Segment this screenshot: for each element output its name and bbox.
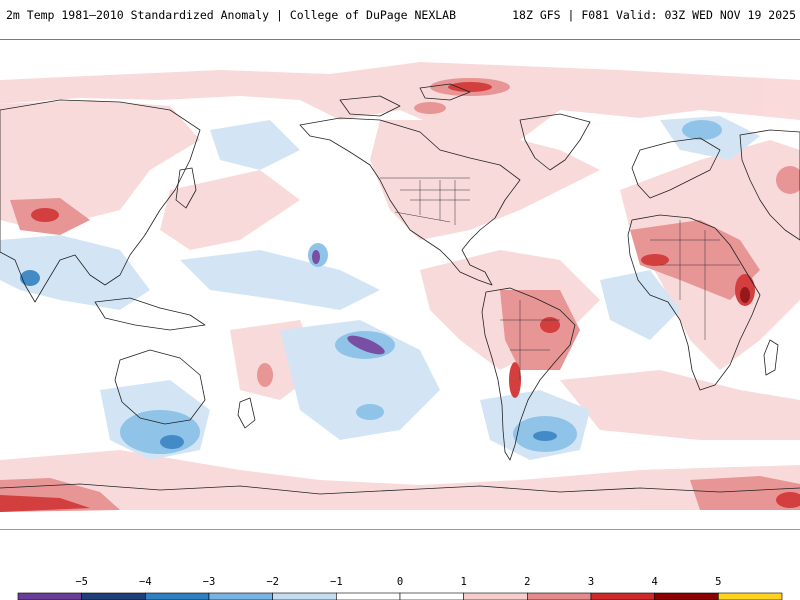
coastline-new-zealand <box>237 397 256 429</box>
anomaly-region <box>160 170 300 250</box>
colorbar-segment <box>590 592 655 600</box>
colorbar-tick-label: 1 <box>460 576 467 588</box>
anomaly-region <box>0 495 90 512</box>
colorbar-tick-label: −5 <box>75 576 88 588</box>
colorbar-tick-label: 3 <box>587 576 595 588</box>
anomaly-region <box>280 320 440 440</box>
coastline-australia <box>114 349 206 425</box>
anomaly-region <box>31 208 59 222</box>
colorbar-segments <box>17 592 783 600</box>
coastline-africa <box>627 214 761 391</box>
border-africa <box>650 220 740 340</box>
anomaly-region <box>370 120 600 240</box>
colorbar-tick-label: −3 <box>202 576 216 588</box>
anomaly-region <box>509 362 521 398</box>
coastline-south-america <box>481 287 576 461</box>
header-divider <box>0 39 800 40</box>
anomaly-region <box>533 431 557 441</box>
anomaly-region <box>776 166 800 194</box>
coastline-europe <box>631 137 721 199</box>
colorbar-segment <box>208 592 273 600</box>
anomaly-region <box>682 120 722 140</box>
anomaly-shading <box>0 62 800 512</box>
coastline-greenland <box>519 113 591 171</box>
anomaly-region <box>448 82 492 92</box>
map-title: 2m Temp 1981–2010 Standardized Anomaly |… <box>6 8 457 22</box>
coastline-asia <box>0 99 201 303</box>
anomaly-region <box>414 102 446 114</box>
anomaly-region <box>641 254 669 266</box>
anomaly-region <box>690 476 800 510</box>
coastline-svalbard <box>419 83 471 101</box>
border-us-states <box>400 180 470 225</box>
colorbar-segment <box>654 592 719 600</box>
colorbar-tick-label: −1 <box>330 576 343 588</box>
colorbar-segment <box>463 592 528 600</box>
colorbar-tick-label: 0 <box>396 576 404 588</box>
colorbar-tick-label: 4 <box>651 576 658 588</box>
anomaly-region <box>210 120 300 170</box>
anomaly-region <box>0 235 150 310</box>
coastline-antarctica <box>0 483 800 495</box>
map-header: 2m Temp 1981–2010 Standardized Anomaly |… <box>0 0 800 40</box>
colorbar-segment <box>145 592 210 600</box>
political-borders <box>380 177 740 380</box>
colorbar <box>17 592 783 600</box>
anomaly-map <box>0 40 800 530</box>
colorbar-tick-label: −4 <box>139 576 152 588</box>
colorbar-segment <box>527 592 592 600</box>
coastline-japan <box>175 167 197 209</box>
coastline-arctic-canada <box>339 95 401 117</box>
anomaly-region <box>0 450 800 510</box>
anomaly-region <box>180 250 380 310</box>
anomaly-region <box>0 62 800 140</box>
colorbar-segment <box>17 592 82 600</box>
colorbar-segment <box>81 592 146 600</box>
colorbar-tick-label: −2 <box>266 576 279 588</box>
colorbar-segment <box>272 592 337 600</box>
anomaly-region <box>160 435 184 449</box>
border-south-america <box>500 300 560 380</box>
model-run-info: 18Z GFS | F081 Valid: 03Z WED NOV 19 202… <box>512 8 796 22</box>
colorbar-tick-label: 2 <box>524 576 531 588</box>
anomaly-region <box>540 317 560 333</box>
coastline-indonesia <box>94 297 206 331</box>
colorbar-tick-label: 5 <box>715 576 722 588</box>
anomaly-region <box>257 363 273 387</box>
anomaly-region <box>740 287 750 303</box>
coastline-asia-east <box>739 129 800 241</box>
colorbar-segment <box>399 592 464 600</box>
colorbar-segment <box>336 592 401 600</box>
coastline-madagascar <box>763 339 779 376</box>
anomaly-region <box>600 270 680 340</box>
anomaly-region <box>20 270 40 286</box>
colorbar-segment <box>718 592 783 600</box>
anomaly-region <box>120 410 200 454</box>
map-bottom-divider <box>0 529 800 530</box>
anomaly-region <box>0 100 200 230</box>
anomaly-region <box>347 335 385 355</box>
anomaly-region <box>356 404 384 420</box>
anomaly-region <box>776 492 800 508</box>
coastline-north-america <box>299 117 521 286</box>
coastlines <box>0 83 800 495</box>
anomaly-region <box>312 250 320 264</box>
anomaly-region <box>560 370 800 440</box>
border-us-mexico <box>394 211 451 223</box>
